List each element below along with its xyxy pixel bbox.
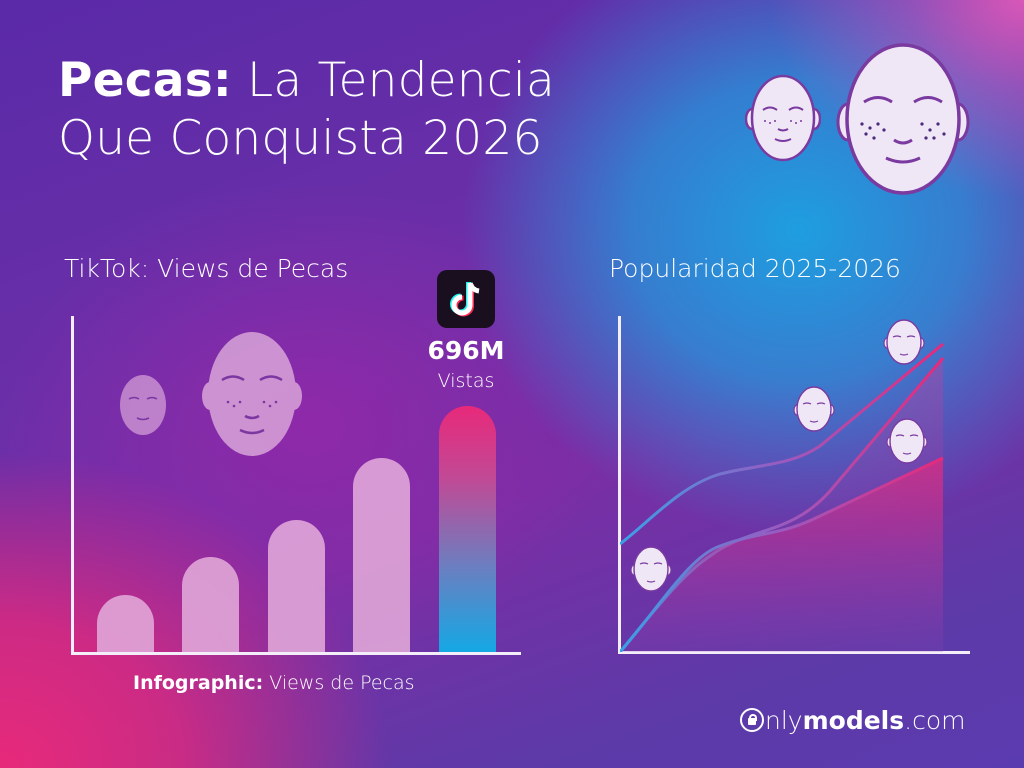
bar-2: [182, 557, 239, 652]
bar-3: [268, 520, 325, 652]
right-x-axis: [618, 651, 970, 654]
bar-5-highlight: [439, 406, 496, 652]
line-chart-face-3-icon: [883, 319, 925, 365]
bar-chart-small-face-icon: [120, 375, 166, 435]
line-chart-face-4-icon: [886, 418, 928, 464]
left-x-axis: [71, 652, 521, 655]
bar-4: [353, 458, 410, 652]
title-line2: Que Conquista 2026: [58, 111, 543, 166]
lock-circle-o-icon: [740, 708, 764, 732]
bar-chart: [74, 316, 520, 652]
line-chart: [620, 342, 945, 652]
bar-1: [97, 595, 154, 652]
left-chart-title: TikTok: Views de Pecas: [64, 254, 349, 283]
bar-chart-large-face-icon: [202, 332, 302, 456]
highlight-value: 696M: [427, 336, 505, 365]
highlight-label: Vistas: [437, 370, 495, 392]
small-face-icon: [745, 74, 821, 162]
line-chart-face-1-icon: [630, 546, 672, 592]
tiktok-logo-icon: [437, 270, 495, 328]
brand-watermark: nlymodels.com: [740, 706, 965, 735]
left-chart-caption: Infographic: Views de Pecas: [133, 672, 415, 694]
title-bold: Pecas:: [58, 53, 232, 108]
title-line1: La Tendencia: [231, 53, 556, 108]
large-face-icon: [836, 43, 970, 195]
line-chart-face-2-icon: [793, 386, 835, 432]
right-y-axis: [618, 316, 621, 654]
page-title: Pecas: La Tendencia Que Conquista 2026: [58, 52, 555, 168]
left-y-axis: [71, 316, 74, 654]
right-chart-title: Popularidad 2025-2026: [609, 254, 901, 283]
